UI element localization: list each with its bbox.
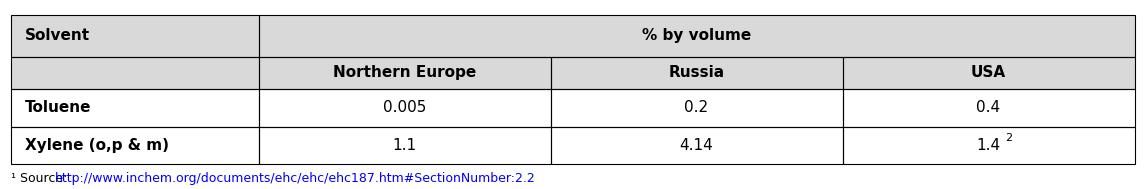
Bar <box>259 15 1135 57</box>
Text: 4.14: 4.14 <box>680 138 714 153</box>
Text: % by volume: % by volume <box>642 28 751 43</box>
Text: 1.4: 1.4 <box>976 138 1000 153</box>
Bar <box>11 15 259 57</box>
Text: ¹ Source:: ¹ Source: <box>11 172 72 185</box>
Bar <box>259 57 550 89</box>
Text: 2: 2 <box>1005 133 1013 143</box>
Text: Toluene: Toluene <box>25 100 92 115</box>
Bar <box>550 57 842 89</box>
Text: 0.2: 0.2 <box>684 100 708 115</box>
Bar <box>550 57 842 89</box>
Text: Russia: Russia <box>668 65 724 80</box>
Bar <box>842 57 1135 89</box>
Text: Solvent: Solvent <box>25 28 91 43</box>
Text: 1.1: 1.1 <box>392 138 417 153</box>
Text: 0.4: 0.4 <box>976 100 1000 115</box>
Bar <box>11 89 259 127</box>
Bar <box>11 127 259 164</box>
Text: 0.005: 0.005 <box>383 100 426 115</box>
Bar <box>259 89 550 127</box>
Bar <box>11 57 259 89</box>
Bar <box>842 57 1135 89</box>
Bar <box>550 89 842 127</box>
Bar <box>11 57 259 89</box>
Bar <box>259 127 550 164</box>
Bar <box>842 127 1135 164</box>
Bar <box>259 15 1135 57</box>
Bar <box>259 57 550 89</box>
Bar <box>11 15 259 57</box>
Bar <box>842 89 1135 127</box>
Text: http://www.inchem.org/documents/ehc/ehc/ehc187.htm#SectionNumber:2.2: http://www.inchem.org/documents/ehc/ehc/… <box>55 172 536 185</box>
Text: Northern Europe: Northern Europe <box>332 65 476 80</box>
Text: Xylene (o,p & m): Xylene (o,p & m) <box>25 138 170 153</box>
Bar <box>550 127 842 164</box>
Text: USA: USA <box>971 65 1006 80</box>
